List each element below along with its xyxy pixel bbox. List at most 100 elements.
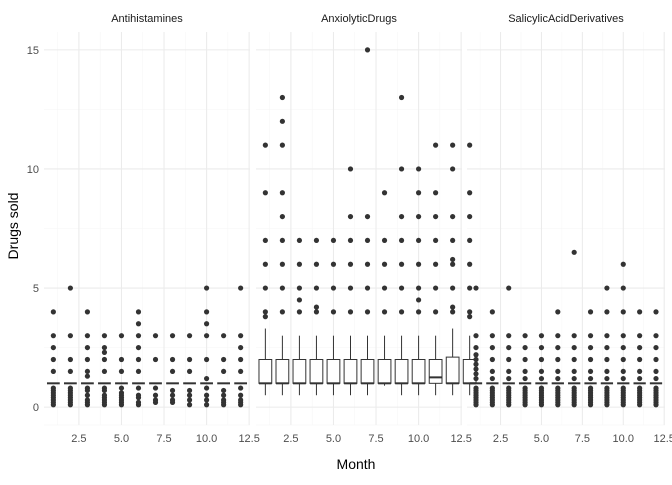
x-axis-title: Month xyxy=(337,456,376,472)
outlier-point xyxy=(473,375,479,382)
outlier-point xyxy=(489,333,495,339)
outlier-point xyxy=(522,368,528,375)
outlier-point xyxy=(279,118,285,124)
outlier-point xyxy=(364,261,371,267)
outlier-point xyxy=(415,237,422,244)
outlier-point xyxy=(473,361,479,367)
outlier-point xyxy=(169,392,176,398)
outlier-point xyxy=(67,368,73,375)
outlier-point xyxy=(101,344,108,351)
outlier-point xyxy=(473,356,479,363)
outlier-point xyxy=(522,333,528,339)
outlier-point xyxy=(238,344,244,351)
outlier-point xyxy=(604,356,610,363)
outlier-point xyxy=(50,368,56,375)
outlier-point xyxy=(587,309,594,315)
outlier-point xyxy=(50,309,56,315)
outlier-point xyxy=(347,285,354,291)
outlier-point xyxy=(262,190,268,196)
outlier-point xyxy=(118,385,125,391)
outlier-point xyxy=(522,344,528,351)
outlier-point xyxy=(84,392,91,398)
outlier-point xyxy=(489,356,495,363)
x-tick-label: 5.0 xyxy=(534,433,549,445)
outlier-point xyxy=(135,344,142,351)
outlier-point xyxy=(238,333,244,339)
outlier-point xyxy=(203,402,210,408)
outlier-point xyxy=(450,304,456,310)
y-tick-label: 10 xyxy=(27,164,39,176)
box-Antihistamines-12 xyxy=(234,285,248,408)
outlier-point xyxy=(118,356,125,363)
outlier-point xyxy=(313,237,320,244)
outlier-point xyxy=(364,237,371,244)
outlier-point xyxy=(467,142,473,148)
outlier-point xyxy=(506,344,512,351)
outlier-point xyxy=(450,285,456,291)
box-AnxiolyticDrugs-11 xyxy=(428,142,443,396)
outlier-point xyxy=(381,261,388,267)
outlier-point xyxy=(450,261,456,267)
outlier-point xyxy=(489,368,495,375)
outlier-point xyxy=(433,190,439,196)
outlier-point xyxy=(101,356,108,363)
outlier-point xyxy=(637,385,643,391)
outlier-point xyxy=(415,297,422,303)
box-Antihistamines-11 xyxy=(217,333,230,408)
outlier-point xyxy=(604,309,610,315)
x-tick-label: 12.5 xyxy=(653,433,672,445)
outlier-point xyxy=(262,309,268,315)
outlier-point xyxy=(152,333,159,339)
outlier-point xyxy=(186,333,193,339)
outlier-point xyxy=(467,314,473,320)
x-tick-label: 10.0 xyxy=(408,433,429,445)
outlier-point xyxy=(347,261,354,267)
y-tick-label: 5 xyxy=(33,283,39,295)
outlier-point xyxy=(203,385,210,391)
outlier-point xyxy=(637,356,643,363)
outlier-point xyxy=(118,333,125,339)
outlier-point xyxy=(620,285,626,291)
outlier-point xyxy=(473,385,479,391)
outlier-point xyxy=(653,385,659,391)
outlier-point xyxy=(467,285,473,291)
outlier-point xyxy=(653,333,659,339)
outlier-point xyxy=(506,285,512,291)
outlier-point xyxy=(522,356,528,363)
outlier-point xyxy=(313,309,320,315)
outlier-point xyxy=(238,285,244,291)
outlier-point xyxy=(555,375,561,382)
outlier-point xyxy=(221,387,227,394)
outlier-point xyxy=(637,344,643,351)
box-Antihistamines-1 xyxy=(46,309,60,408)
outlier-point xyxy=(238,385,244,391)
outlier-point xyxy=(118,368,125,375)
outlier-point xyxy=(538,375,545,382)
box-SalicylicAcidDerivatives-9 xyxy=(600,285,614,408)
outlier-point xyxy=(221,333,227,339)
box-AnxiolyticDrugs-7 xyxy=(360,47,375,396)
outlier-point xyxy=(587,333,594,339)
outlier-point xyxy=(555,309,561,315)
outlier-point xyxy=(203,356,210,363)
outlier-point xyxy=(101,392,108,398)
outlier-point xyxy=(238,392,244,398)
outlier-point xyxy=(169,356,176,363)
outlier-point xyxy=(118,390,125,396)
outlier-point xyxy=(67,285,73,291)
x-tick-label: 12.5 xyxy=(450,433,471,445)
outlier-point xyxy=(555,368,561,375)
box-Antihistamines-3 xyxy=(81,309,94,408)
outlier-point xyxy=(330,285,337,291)
x-tick-label: 12.5 xyxy=(238,433,259,445)
outlier-point xyxy=(450,166,456,172)
outlier-point xyxy=(637,375,643,382)
outlier-point xyxy=(450,142,456,148)
outlier-point xyxy=(135,399,142,405)
outlier-point xyxy=(571,333,577,339)
box-Antihistamines-5 xyxy=(115,333,128,408)
outlier-point xyxy=(262,261,268,267)
outlier-point xyxy=(221,392,227,398)
outlier-point xyxy=(135,392,142,398)
